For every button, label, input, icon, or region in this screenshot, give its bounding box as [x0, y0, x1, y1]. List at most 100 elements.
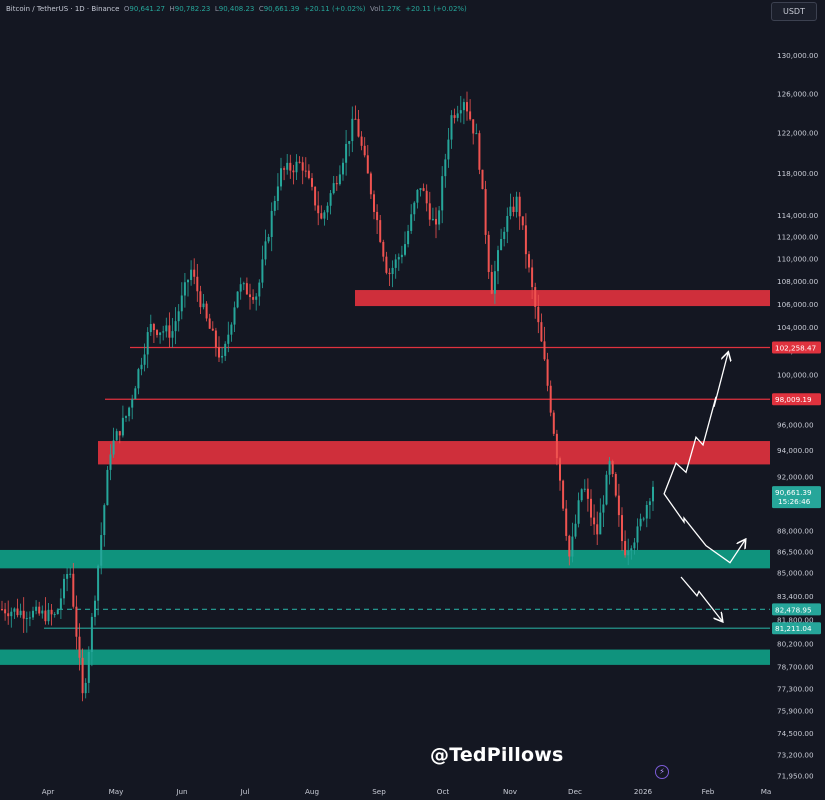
candle-body [13, 608, 16, 612]
candle-body [596, 524, 599, 535]
y-tick-label: 106,000.00 [777, 300, 819, 309]
candle-body [419, 188, 422, 190]
candle-body [605, 474, 608, 505]
y-tick-label: 126,000.00 [777, 89, 819, 98]
candle-body [614, 474, 617, 496]
candle-body [363, 145, 366, 156]
candle-body [214, 330, 217, 348]
candle-body [611, 461, 614, 475]
y-tick-label: 114,000.00 [777, 211, 819, 220]
candle-body [131, 399, 134, 408]
candle-body [639, 518, 642, 527]
candle-body [317, 205, 320, 214]
candle-body [648, 501, 651, 506]
y-tick-label: 86,500.00 [777, 547, 814, 556]
currency-button[interactable]: USDT [771, 2, 817, 21]
candle-body [276, 186, 279, 202]
support-zone [0, 649, 770, 665]
candle-body [221, 355, 224, 358]
candle-body [94, 600, 96, 617]
candle-body [410, 214, 413, 231]
candle-body [503, 231, 506, 240]
countdown-label: 15:26:46 [778, 497, 811, 506]
candle-body [453, 115, 456, 118]
candle-body [283, 168, 286, 170]
candle-body [273, 201, 276, 211]
candle-body [478, 133, 481, 170]
candle-body [379, 220, 382, 242]
candle-body [171, 331, 174, 338]
candle-body [100, 535, 103, 566]
close-value: 90,661.39 [263, 5, 300, 13]
resistance-zone [355, 290, 770, 307]
candle-body [425, 190, 428, 204]
candle-body [180, 295, 183, 312]
candle-body [385, 256, 388, 273]
y-tick-label: 94,000.00 [777, 446, 814, 455]
x-tick-label: 2026 [634, 787, 653, 796]
candle-body [1, 609, 3, 611]
bolt-icon[interactable]: ⚡ [655, 765, 669, 779]
candle-body [391, 267, 394, 275]
candle-body [462, 102, 465, 111]
candle-body [624, 541, 627, 556]
candle-body [472, 119, 475, 134]
candle-body [348, 141, 351, 144]
candle-body [289, 162, 292, 171]
candle-body [357, 118, 360, 137]
candle-body [252, 297, 255, 300]
candle-body [345, 143, 348, 163]
author-watermark: @TedPillows [430, 744, 564, 766]
candle-body [490, 272, 493, 294]
candle-body [326, 205, 329, 213]
candle-body [236, 291, 239, 308]
candle-body [239, 284, 242, 292]
y-tick-label: 104,000.00 [777, 323, 819, 332]
y-tick-label: 75,900.00 [777, 707, 814, 716]
candle-body [602, 504, 605, 513]
candle-body [354, 118, 357, 120]
candle-body [69, 573, 72, 575]
candle-body [512, 206, 515, 212]
candle-body [38, 606, 41, 614]
low-value: 90,408.23 [218, 5, 255, 13]
x-tick-label: Nov [503, 787, 518, 796]
candle-body [298, 161, 301, 163]
candle-body [208, 318, 211, 329]
x-tick-label: Dec [568, 787, 582, 796]
candle-body [487, 234, 490, 273]
candle-body [438, 210, 441, 225]
candle-body [475, 133, 478, 135]
candle-body [115, 431, 118, 441]
candle-body [183, 282, 186, 296]
y-tick-label: 110,000.00 [777, 255, 819, 264]
change-value: +20.11 (+0.02%) [303, 5, 366, 13]
candle-body [528, 254, 530, 268]
y-tick-label: 85,000.00 [777, 569, 814, 578]
candle-body [549, 385, 552, 413]
current-price-label: 90,661.39 [775, 488, 812, 497]
candle-body [7, 613, 10, 617]
candle-body [608, 461, 611, 475]
candle-body [255, 296, 258, 300]
candle-body [376, 211, 379, 221]
candle-body [109, 454, 112, 470]
candle-body [72, 573, 75, 607]
candle-body [416, 189, 419, 203]
candle-body [562, 480, 565, 509]
candle-body [280, 168, 282, 187]
y-tick-label: 81,800.00 [777, 615, 814, 624]
candle-body [103, 505, 106, 536]
candle-body [125, 416, 127, 418]
candle-body [19, 610, 22, 616]
candle-body [500, 239, 503, 251]
candles-layer [1, 91, 654, 702]
levels-layer [44, 346, 770, 629]
candle-body [447, 139, 450, 160]
candle-body [577, 500, 580, 524]
candle-body [593, 517, 596, 525]
candle-body [332, 183, 335, 194]
candle-body [642, 518, 645, 520]
y-tick-label: 77,300.00 [777, 684, 814, 693]
